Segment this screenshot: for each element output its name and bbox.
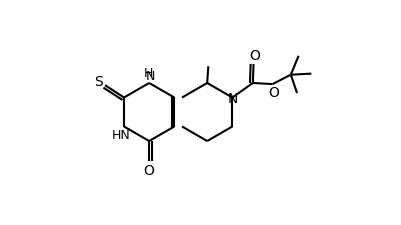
Text: H: H	[143, 66, 153, 79]
Text: HN: HN	[111, 129, 130, 142]
Text: O: O	[249, 48, 260, 62]
Text: N: N	[228, 92, 238, 106]
Text: S: S	[94, 75, 103, 89]
Text: O: O	[268, 86, 279, 99]
Text: N: N	[146, 70, 155, 83]
Text: O: O	[144, 164, 155, 178]
